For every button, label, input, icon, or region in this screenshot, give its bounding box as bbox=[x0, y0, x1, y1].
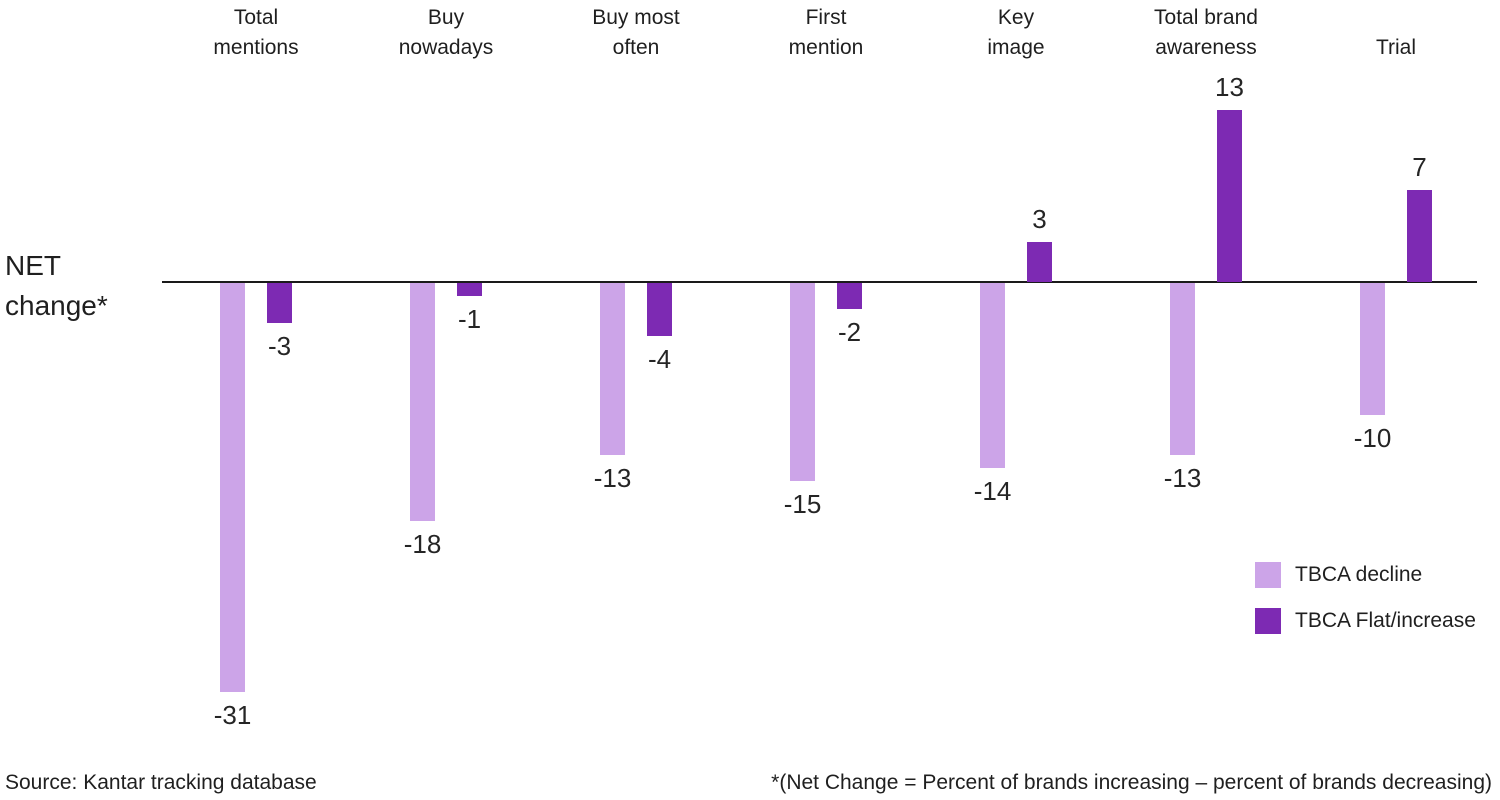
bar-tbca-flat-increase bbox=[267, 283, 292, 323]
y-axis-label: NET change* bbox=[5, 250, 108, 321]
bar-tbca-decline bbox=[1360, 283, 1385, 415]
category-label: Buy most often bbox=[592, 6, 680, 59]
bar-tbca-decline bbox=[1170, 283, 1195, 455]
bar-tbca-flat-increase bbox=[1217, 110, 1242, 282]
bar-value-label: -10 bbox=[1353, 423, 1392, 453]
legend-swatch-flat-increase bbox=[1255, 608, 1281, 634]
bar-tbca-flat-increase bbox=[1407, 190, 1432, 282]
bar-tbca-flat-increase bbox=[647, 283, 672, 336]
legend: TBCA decline TBCA Flat/increase bbox=[1255, 562, 1476, 634]
definition-note: *(Net Change = Percent of brands increas… bbox=[771, 771, 1492, 794]
source-note: Source: Kantar tracking database bbox=[5, 771, 317, 794]
bar-tbca-decline bbox=[790, 283, 815, 481]
bar-tbca-decline bbox=[980, 283, 1005, 468]
category-label: Buy nowadays bbox=[398, 6, 494, 59]
bar-value-label: -1 bbox=[457, 304, 482, 334]
legend-swatch-decline bbox=[1255, 562, 1281, 588]
bar-value-label: -14 bbox=[973, 476, 1012, 506]
bar-value-label: 7 bbox=[1412, 152, 1427, 182]
bar-value-label: -13 bbox=[593, 463, 632, 493]
bar-tbca-flat-increase bbox=[1027, 242, 1052, 282]
bar-value-label: 3 bbox=[1032, 204, 1047, 234]
bar-value-label: -3 bbox=[267, 331, 292, 361]
category-label: Trial bbox=[1375, 35, 1417, 59]
category-label: Total brand awareness bbox=[1154, 6, 1258, 59]
bar-tbca-flat-increase bbox=[837, 283, 862, 309]
legend-item-flat-increase: TBCA Flat/increase bbox=[1255, 608, 1476, 634]
legend-item-decline: TBCA decline bbox=[1255, 562, 1476, 588]
legend-label-decline: TBCA decline bbox=[1295, 563, 1423, 586]
bar-value-label: 13 bbox=[1215, 72, 1244, 102]
bar-tbca-flat-increase bbox=[457, 283, 482, 296]
bar-value-label: -13 bbox=[1163, 463, 1202, 493]
bar-value-label: -31 bbox=[213, 700, 252, 730]
bar-tbca-decline bbox=[600, 283, 625, 455]
bar-value-label: -2 bbox=[837, 317, 862, 347]
bar-value-label: -18 bbox=[403, 529, 442, 559]
bar-tbca-decline bbox=[410, 283, 435, 521]
category-label: Total mentions bbox=[213, 6, 299, 59]
category-label: Key image bbox=[987, 6, 1045, 59]
bar-tbca-decline bbox=[220, 283, 245, 692]
zero-baseline-axis bbox=[162, 281, 1477, 283]
legend-label-flat-increase: TBCA Flat/increase bbox=[1295, 609, 1476, 632]
category-label: First mention bbox=[788, 6, 864, 59]
bar-value-label: -4 bbox=[647, 344, 672, 374]
bar-value-label: -15 bbox=[783, 489, 822, 519]
